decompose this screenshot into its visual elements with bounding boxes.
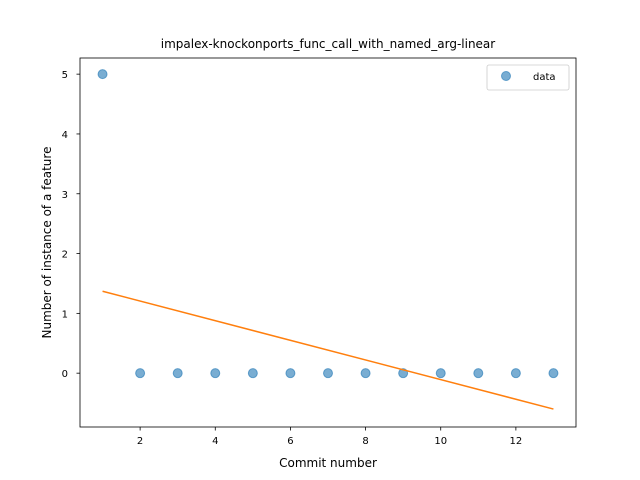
y-tick-label: 2: [62, 250, 68, 261]
x-tick-label: 4: [212, 436, 218, 447]
data-point: [247, 368, 258, 379]
y-axis-label: Number of instance of a feature: [40, 147, 54, 339]
legend-label-data: data: [533, 72, 556, 83]
y-tick-label: 1: [62, 309, 68, 320]
x-tick-label: 12: [510, 436, 523, 447]
axes-frame: [79, 57, 577, 428]
x-tick-label: 6: [287, 436, 293, 447]
y-axis: 0 1 2 3 4 5: [62, 70, 80, 380]
data-point: [510, 368, 521, 379]
data-point: [97, 69, 108, 80]
data-point: [285, 368, 296, 379]
legend-box: [486, 64, 570, 91]
data-point: [172, 368, 183, 379]
data-point: [473, 368, 484, 379]
legend: data: [486, 64, 570, 91]
x-tick-label: 2: [137, 436, 143, 447]
data-point: [323, 368, 333, 379]
legend-marker-data: [501, 71, 511, 81]
y-tick-label: 0: [62, 369, 68, 380]
x-axis: 2 4 6 8 10 12: [137, 427, 522, 447]
data-point: [210, 368, 221, 379]
y-tick-label: 4: [62, 130, 68, 141]
x-tick-label: 10: [434, 436, 447, 447]
data-point: [435, 368, 446, 379]
chart-title: impalex-knockonports_func_call_with_name…: [161, 37, 496, 51]
y-tick-label: 5: [62, 70, 68, 81]
data-point: [360, 368, 371, 379]
plot-marks: [97, 69, 559, 410]
y-tick-label: 3: [62, 190, 68, 201]
data-point: [135, 368, 146, 379]
x-axis-label: Commit number: [279, 456, 377, 470]
trend-line: [102, 290, 554, 410]
x-tick-label: 8: [362, 436, 368, 447]
data-point: [548, 368, 559, 379]
